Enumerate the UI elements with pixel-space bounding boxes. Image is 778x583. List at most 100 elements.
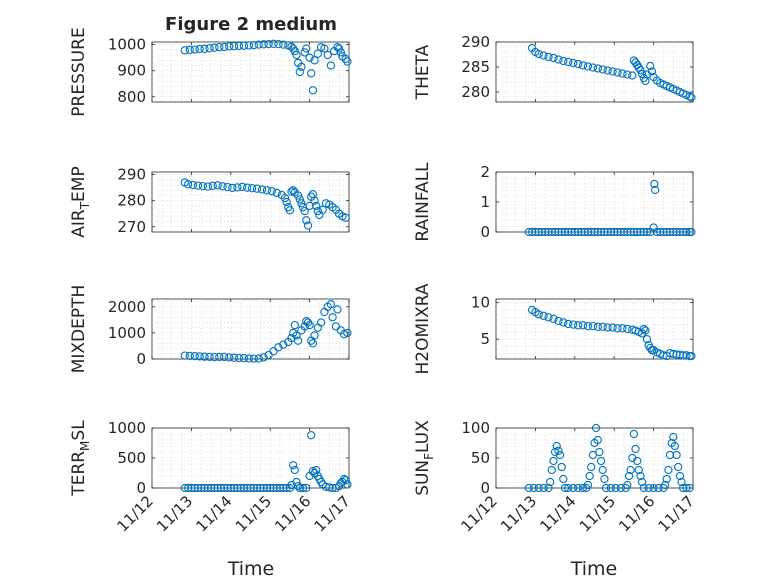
data-point (534, 483, 543, 493)
x-tick-label: 11/16 (615, 492, 658, 535)
data-point (269, 483, 278, 493)
data-point (541, 227, 550, 237)
data-point (583, 62, 593, 71)
data-point (262, 186, 272, 195)
y-axis-label-sub: F (422, 453, 436, 460)
data-point (298, 483, 308, 493)
data-point (289, 461, 298, 470)
y-axis-label-rest: EMP (69, 166, 89, 202)
y-axis-label: TERRMSL (69, 420, 92, 497)
data-point (239, 354, 249, 363)
subplot-mixdepth: 0 1000 2000 MIXDEPTH (69, 285, 352, 373)
data-point (305, 201, 314, 211)
data-point (593, 322, 602, 331)
data-point (642, 227, 652, 237)
data-point (341, 476, 350, 485)
data-point (307, 69, 316, 78)
data-point (573, 483, 583, 493)
data-point (659, 227, 668, 237)
data-point (539, 483, 548, 493)
data-point (228, 183, 237, 193)
y-tick-label: 280 (461, 83, 490, 101)
data-point (593, 227, 602, 237)
data-point (244, 41, 254, 50)
data-point (292, 50, 301, 60)
data-point (190, 351, 199, 361)
data-point (272, 483, 281, 493)
data-point (290, 46, 299, 56)
data-point (272, 188, 281, 198)
data-point (307, 431, 316, 440)
data-point (665, 227, 675, 237)
data-point (554, 316, 563, 326)
data-point (279, 340, 288, 349)
data-point (285, 206, 295, 215)
x-axis-label-right: Time (570, 558, 618, 580)
data-point (547, 465, 556, 475)
data-point (267, 187, 276, 196)
x-tick-label: 11/16 (271, 492, 314, 535)
data-point (587, 227, 596, 237)
data-point (634, 63, 643, 72)
data-point (323, 50, 332, 60)
y-axis-label-main: TERR (69, 451, 89, 497)
data-point (596, 456, 606, 466)
data-point (685, 483, 694, 493)
y-tick-label: 285 (461, 58, 490, 76)
data-point (328, 313, 337, 322)
data-point (539, 311, 548, 320)
data-point (303, 221, 313, 230)
data-point (674, 462, 683, 472)
data-point (225, 42, 234, 51)
data-point (234, 41, 244, 51)
x-axis-label-left: Time (227, 558, 275, 580)
data-point (613, 68, 622, 77)
data-point (198, 181, 208, 191)
data-point (326, 300, 336, 309)
data-point (682, 351, 691, 360)
data-point (583, 227, 593, 237)
data-point (569, 320, 578, 329)
data-point (628, 71, 637, 80)
data-point (669, 432, 678, 442)
data-point (677, 477, 686, 487)
data-point (316, 477, 326, 487)
data-point (631, 444, 640, 454)
y-axis-label-main: PRESSURE (69, 27, 89, 116)
data-point (293, 336, 303, 345)
data-point (239, 483, 249, 493)
data-point (527, 227, 537, 237)
y-axis-label: THETA (413, 44, 433, 100)
data-point (249, 483, 258, 493)
data-point (583, 321, 593, 331)
data-point (534, 49, 543, 59)
data-point (598, 65, 607, 74)
data-point (613, 324, 622, 333)
data-point (225, 353, 234, 362)
data-point (220, 42, 229, 52)
data-point (310, 196, 319, 205)
data-point (292, 331, 301, 340)
data-point (185, 45, 194, 54)
subplot-theta: 280 285 290 THETA (413, 33, 696, 103)
y-tick-label: 1 (480, 193, 490, 211)
data-point (197, 483, 206, 493)
data-point (573, 59, 583, 69)
y-axis-label: AIRTEMP (69, 166, 92, 237)
data-point (623, 480, 632, 490)
data-point (279, 40, 288, 49)
data-point (637, 477, 647, 487)
data-point (220, 352, 229, 362)
data-point (180, 483, 189, 493)
data-point (636, 65, 645, 75)
data-point (185, 351, 194, 361)
data-point (669, 349, 678, 359)
x-tick-label: 11/17 (655, 492, 698, 535)
data-point (670, 441, 680, 451)
data-point (290, 465, 299, 475)
data-point (616, 483, 625, 493)
data-point (213, 483, 222, 493)
data-point (243, 183, 252, 192)
data-point (593, 64, 602, 73)
